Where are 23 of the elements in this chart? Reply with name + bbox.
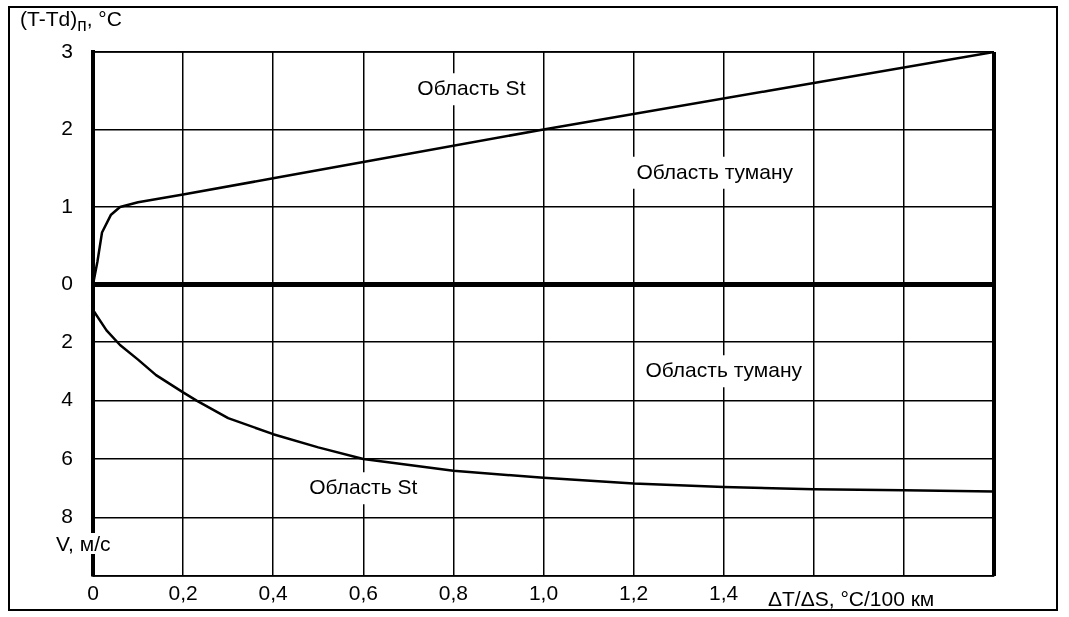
x-tick-label: 0,6 <box>348 581 378 605</box>
y-tick-label: 2 <box>61 116 73 140</box>
y-tick-label: 6 <box>61 445 73 469</box>
y-tick-label: 0 <box>61 271 73 295</box>
y-axis-title: V, м/с <box>56 532 111 555</box>
annotation: Область туману <box>645 358 803 382</box>
y-tick-label: 8 <box>61 504 73 528</box>
y-axis-title: (T-Td)$_{п}$, °C <box>20 7 122 36</box>
x-tick-label: 1,4 <box>709 581 739 605</box>
x-tick-label: 0,4 <box>258 581 289 605</box>
annotation: Область туману <box>636 159 794 183</box>
y-tick-label: 2 <box>61 328 73 352</box>
x-tick-label: 0 <box>87 581 99 605</box>
annotation: Область St <box>309 475 418 499</box>
x-tick-label: 1,0 <box>528 581 559 605</box>
annotation: Область St <box>417 75 526 99</box>
y-tick-label: 3 <box>61 38 73 62</box>
x-tick-label: 0,8 <box>438 581 468 605</box>
x-tick-label: 0,2 <box>168 581 198 605</box>
y-tick-label: 1 <box>61 193 73 217</box>
y-tick-label: 4 <box>61 387 74 411</box>
x-axis-title: ΔT/ΔS, °C/100 км <box>768 587 935 610</box>
x-tick-label: 1,2 <box>619 581 649 605</box>
